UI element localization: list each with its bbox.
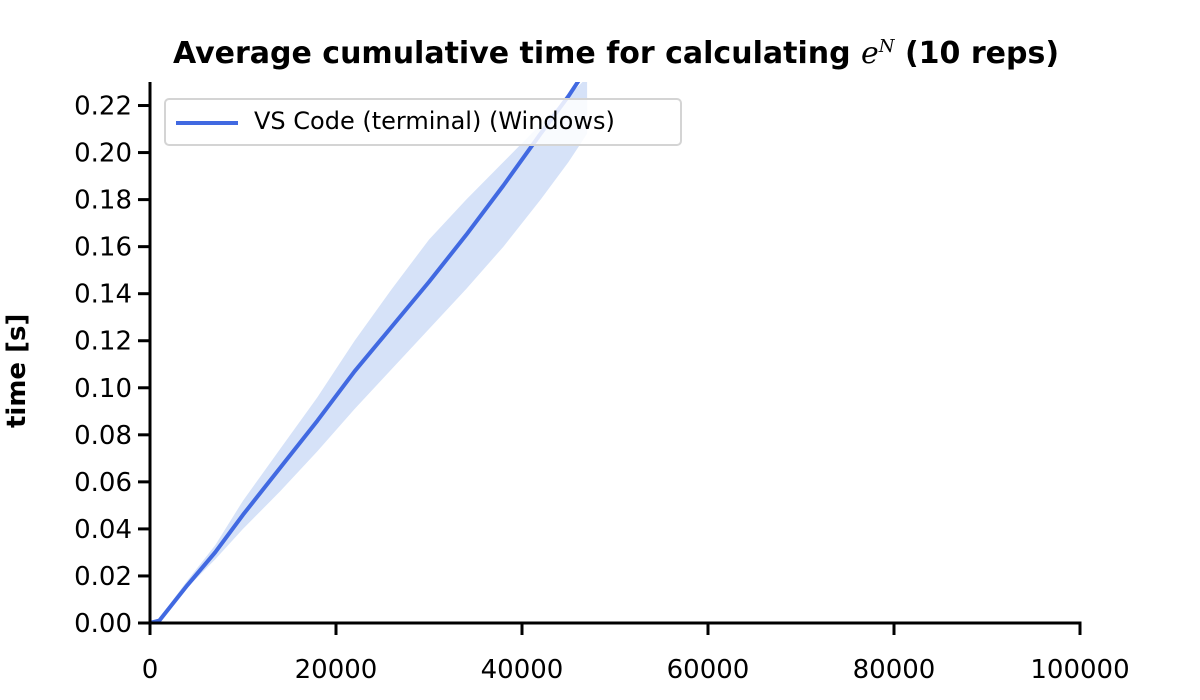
chart-title-prefix: Average cumulative time for calculating <box>172 36 862 71</box>
y-tick-label: 0.00 <box>74 609 132 639</box>
chart-title-symbol: e <box>861 36 879 71</box>
y-tick-label: 0.04 <box>74 515 132 545</box>
x-tick-label: 100000 <box>1030 655 1129 685</box>
x-tick-label: 20000 <box>295 655 378 685</box>
x-tick-label: 60000 <box>667 655 750 685</box>
chart-title-suffix: (10 reps) <box>894 36 1060 71</box>
y-tick-label: 0.22 <box>74 92 132 122</box>
x-tick-label: 40000 <box>481 655 564 685</box>
x-tick-label: 80000 <box>853 655 936 685</box>
y-tick-label: 0.14 <box>74 280 132 310</box>
y-tick-label: 0.12 <box>74 327 132 357</box>
x-tick-label: 0 <box>142 655 159 685</box>
y-tick-label: 0.20 <box>74 139 132 169</box>
chart-title: Average cumulative time for calculating … <box>0 36 1200 71</box>
y-tick-label: 0.10 <box>74 374 132 404</box>
chart-title-exponent: N <box>878 36 895 57</box>
y-tick-label: 0.02 <box>74 562 132 592</box>
legend-line-swatch <box>176 121 238 125</box>
y-tick-label: 0.08 <box>74 421 132 451</box>
y-tick-label: 0.18 <box>74 186 132 216</box>
y-tick-label: 0.06 <box>74 468 132 498</box>
y-axis-label: time [s] <box>2 313 32 428</box>
legend: VS Code (terminal) (Windows) <box>164 98 682 146</box>
y-tick-label: 0.16 <box>74 233 132 263</box>
legend-entry-label: VS Code (terminal) (Windows) <box>254 107 615 135</box>
